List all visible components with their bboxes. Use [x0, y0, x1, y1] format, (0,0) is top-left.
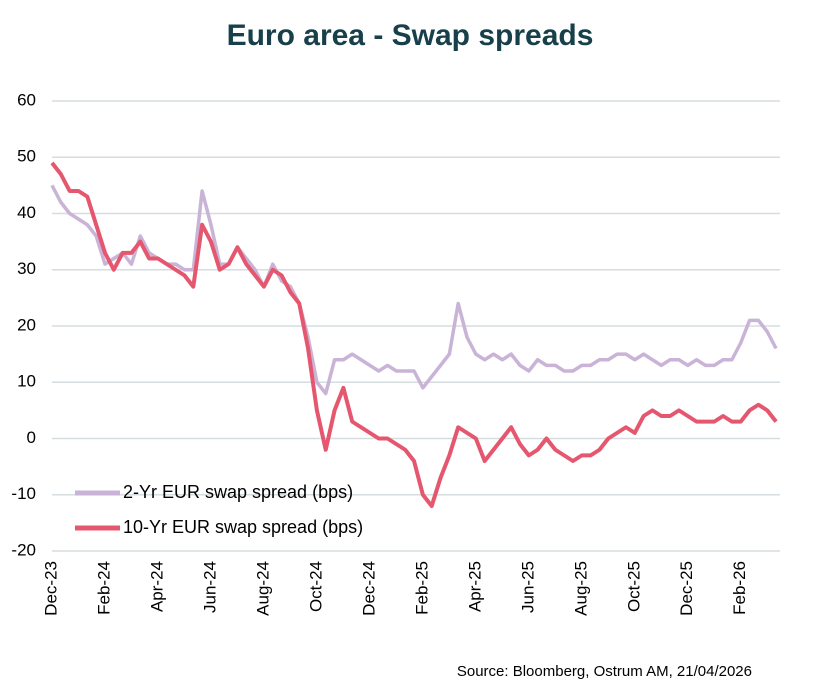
x-tick-label: Dec-25	[677, 561, 696, 616]
x-tick-label: Apr-25	[465, 561, 484, 612]
y-tick-label: 30	[17, 259, 36, 278]
x-tick-label: Aug-24	[253, 561, 272, 616]
x-tick-label: Jun-25	[518, 561, 537, 613]
y-tick-label: 40	[17, 203, 36, 222]
y-tick-label: 20	[17, 315, 36, 334]
x-tick-label: Apr-24	[147, 561, 166, 612]
series-line	[50, 184, 778, 396]
x-tick-label: Aug-25	[571, 561, 590, 616]
y-tick-label: 60	[17, 90, 36, 109]
y-tick-label: 0	[27, 428, 36, 447]
source-note: Source: Bloomberg, Ostrum AM, 21/04/2026	[457, 663, 752, 680]
x-tick-label: Dec-24	[359, 561, 378, 616]
y-tick-label: 10	[17, 372, 36, 391]
x-tick-label: Feb-25	[412, 561, 431, 615]
chart-title: Euro area - Swap spreads	[227, 19, 594, 52]
y-tick-label: -20	[11, 540, 36, 559]
x-tick-label: Oct-24	[306, 561, 325, 612]
series-line	[50, 161, 778, 508]
x-tick-label: Feb-26	[730, 561, 749, 615]
x-tick-label: Oct-25	[624, 561, 643, 612]
x-tick-label: Feb-24	[94, 561, 113, 615]
x-tick-label: Jun-24	[200, 561, 219, 613]
y-tick-label: 50	[17, 147, 36, 166]
y-tick-label: -10	[11, 484, 36, 503]
legend-label: 2-Yr EUR swap spread (bps)	[123, 482, 353, 502]
x-tick-label: Dec-23	[41, 561, 60, 616]
legend-label: 10-Yr EUR swap spread (bps)	[123, 517, 363, 537]
